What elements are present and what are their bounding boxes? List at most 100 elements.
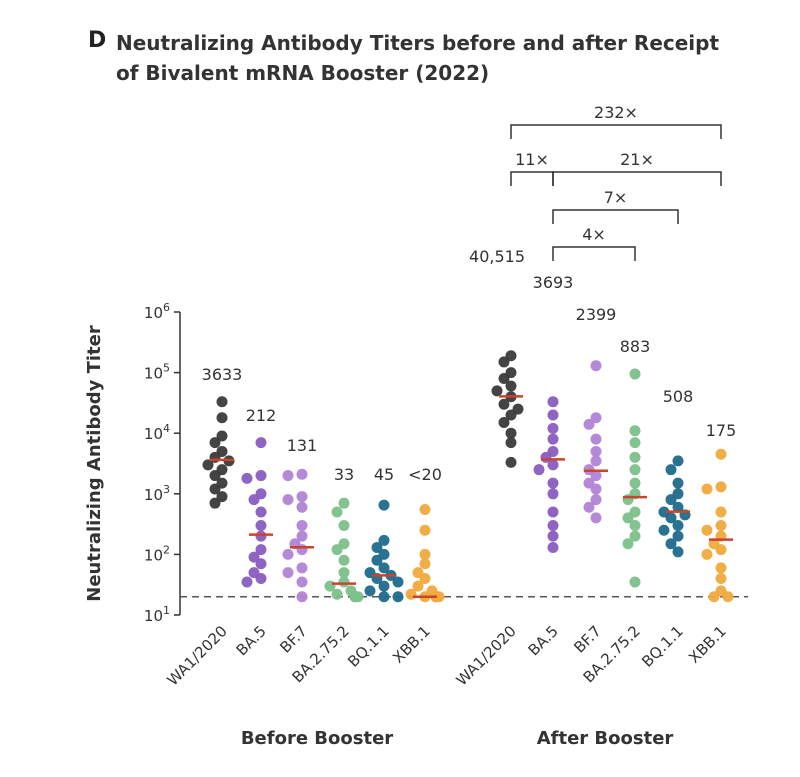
- y-tick-label: 101: [144, 604, 170, 625]
- data-point: [590, 494, 602, 506]
- data-point: [505, 409, 517, 421]
- data-point: [701, 524, 713, 536]
- data-point: [665, 538, 677, 550]
- data-point: [248, 551, 260, 563]
- data-point: [590, 470, 602, 482]
- data-point: [629, 425, 641, 437]
- data-point: [715, 448, 727, 460]
- data-point: [392, 591, 404, 603]
- data-point: [419, 524, 431, 536]
- data-point: [629, 519, 641, 531]
- data-point: [590, 483, 602, 495]
- category-label: BF.7: [276, 622, 311, 657]
- data-point: [378, 591, 390, 603]
- data-point: [715, 506, 727, 518]
- data-point: [715, 544, 727, 556]
- data-point: [547, 409, 559, 421]
- data-point: [629, 477, 641, 489]
- y-tick-label: 106: [144, 301, 170, 322]
- data-point: [378, 562, 390, 574]
- y-axis-label: Neutralizing Antibody Titer: [84, 325, 105, 602]
- data-point: [498, 417, 510, 429]
- data-point: [701, 548, 713, 560]
- data-point: [209, 470, 221, 482]
- data-point: [255, 437, 267, 449]
- data-point: [590, 512, 602, 524]
- data-point: [255, 470, 267, 482]
- data-point: [715, 562, 727, 574]
- data-point: [701, 483, 713, 495]
- data-point: [583, 418, 595, 430]
- data-point: [665, 464, 677, 476]
- data-point: [547, 519, 559, 531]
- data-point: [722, 591, 734, 603]
- data-point: [498, 356, 510, 368]
- data-point: [505, 427, 517, 439]
- data-point: [364, 585, 376, 597]
- data-point: [672, 455, 684, 467]
- data-point: [371, 554, 383, 566]
- median-value-label: 33: [334, 465, 354, 484]
- data-point: [255, 573, 267, 585]
- fold-change-label: 21×: [620, 150, 654, 169]
- y-tick-label: 102: [144, 543, 170, 564]
- data-point: [216, 412, 228, 424]
- data-point: [378, 534, 390, 546]
- category-label: BQ.1.1: [638, 622, 687, 671]
- data-point: [672, 519, 684, 531]
- data-point: [331, 544, 343, 556]
- data-point: [209, 497, 221, 509]
- fold-change-label: 4×: [582, 225, 606, 244]
- data-point: [296, 544, 308, 556]
- data-point: [629, 368, 641, 380]
- fold-change-brackets: 232× 11× 21× 7× 4×: [510, 103, 722, 261]
- data-point: [419, 558, 431, 570]
- data-point: [498, 372, 510, 384]
- data-point: [708, 591, 720, 603]
- data-points: [202, 350, 734, 603]
- data-point: [583, 501, 595, 513]
- data-point: [255, 544, 267, 556]
- fold-change-bracket: [552, 171, 722, 186]
- data-point: [547, 477, 559, 489]
- category-label: BF.7: [570, 622, 605, 657]
- data-point: [331, 506, 343, 518]
- data-point: [405, 588, 417, 600]
- data-point: [241, 576, 253, 588]
- data-point: [248, 494, 260, 506]
- data-point: [216, 491, 228, 503]
- data-point: [622, 538, 634, 550]
- data-point: [505, 437, 517, 449]
- chart-title: Neutralizing Antibody Titers before and …: [116, 28, 719, 88]
- data-point: [296, 530, 308, 542]
- data-point: [419, 573, 431, 585]
- median-value-label: 175: [706, 421, 737, 440]
- data-point: [547, 506, 559, 518]
- chart-title-line-1: Neutralizing Antibody Titers before and …: [116, 31, 720, 55]
- data-point: [296, 591, 308, 603]
- data-point: [378, 499, 390, 511]
- data-point: [629, 576, 641, 588]
- data-point: [547, 396, 559, 408]
- data-point: [255, 530, 267, 542]
- data-point: [505, 380, 517, 392]
- y-tick-label: 103: [144, 483, 170, 504]
- fold-change-label: 11×: [515, 150, 549, 169]
- data-point: [282, 567, 294, 579]
- data-point: [419, 504, 431, 516]
- data-point: [590, 412, 602, 424]
- median-value-label: 508: [663, 387, 694, 406]
- data-point: [629, 464, 641, 476]
- data-point: [547, 433, 559, 445]
- data-point: [590, 433, 602, 445]
- median-value-label: <20: [408, 465, 442, 484]
- fold-change-label: 232×: [594, 103, 638, 122]
- data-point: [533, 464, 545, 476]
- group-label-before: Before Booster: [241, 728, 393, 749]
- data-point: [296, 519, 308, 531]
- data-point: [412, 580, 424, 592]
- median-value-label: 883: [620, 337, 651, 356]
- data-point: [547, 459, 559, 471]
- data-point: [629, 451, 641, 463]
